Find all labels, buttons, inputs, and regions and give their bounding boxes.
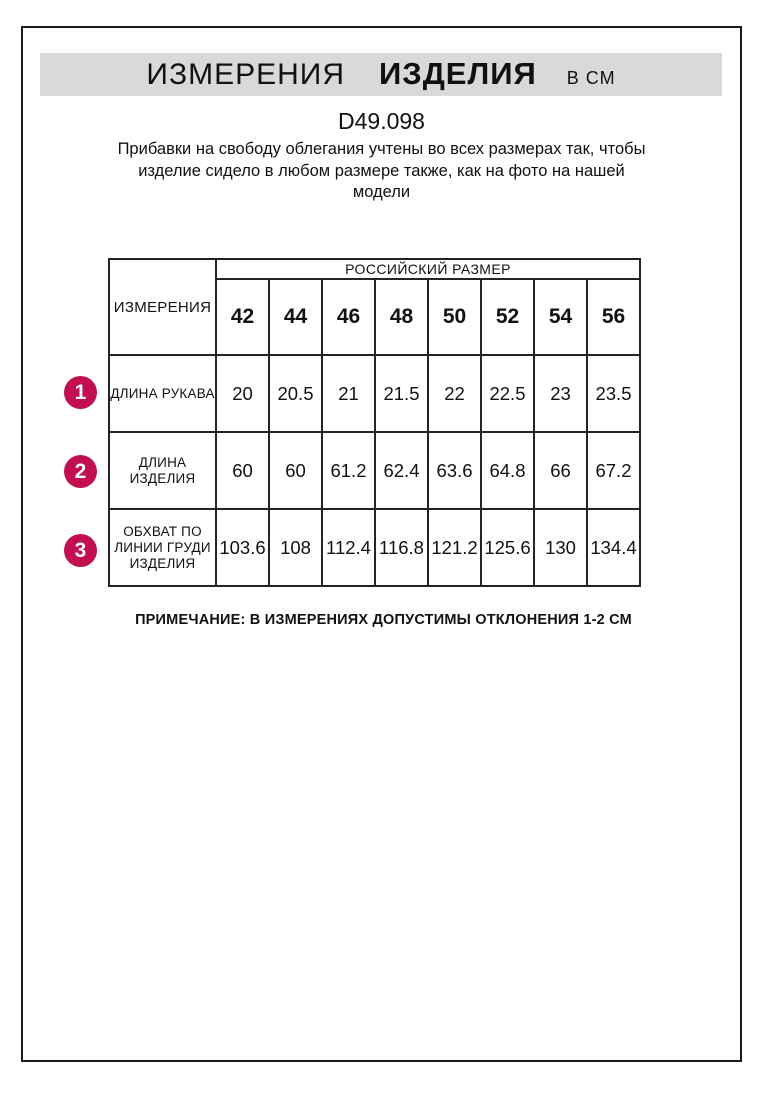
size-header: 44: [268, 278, 323, 356]
value-cell: 67.2: [586, 431, 641, 510]
value-cell: 134.4: [586, 508, 641, 587]
row-label-line: ИЗДЕЛИЯ: [129, 555, 196, 571]
size-table-head: ИЗМЕРЕНИЯ РОССИЙСКИЙ РАЗМЕР 42 44 46 48 50 52 54…: [108, 258, 641, 356]
value-cell: 21.5: [374, 354, 429, 433]
value-cell: 20.5: [268, 354, 323, 433]
row-label-line: ОБХВАТ ПО: [123, 523, 202, 539]
size-header: 56: [586, 278, 641, 356]
value-cell: 66: [533, 431, 588, 510]
value-cell: 62.4: [374, 431, 429, 510]
value-cell: 22.5: [480, 354, 535, 433]
header-title-bold: ИЗДЕЛИЯ: [379, 56, 537, 91]
description-line: модели: [352, 183, 411, 201]
value-cell: 20: [215, 354, 270, 433]
row-label: ДЛИНА РУКАВА: [108, 354, 217, 433]
value-cell: 112.4: [321, 508, 376, 587]
row-number-badge-1: 1: [64, 376, 97, 409]
value-cell: 108: [268, 508, 323, 587]
row-label-line: ИЗДЕЛИЯ: [129, 470, 196, 486]
value-cell: 61.2: [321, 431, 376, 510]
value-cell: 60: [215, 431, 270, 510]
table-row: ОБХВАТ ПО ЛИНИИ ГРУДИ ИЗДЕЛИЯ 103.6 108 112.4…: [108, 508, 641, 587]
value-cell: 125.6: [480, 508, 535, 587]
header-unit-label: В СМ: [566, 68, 616, 88]
row-number-badge-3: 3: [64, 534, 97, 567]
row-number: 2: [74, 459, 87, 483]
value-cell: 23.5: [586, 354, 641, 433]
model-code: D49.098: [338, 108, 425, 134]
value-cell: 63.6: [427, 431, 482, 510]
row-label: ОБХВАТ ПО ЛИНИИ ГРУДИ ИЗДЕЛИЯ: [108, 508, 217, 587]
value-cell: 60: [268, 431, 323, 510]
measurements-column-header: ИЗМЕРЕНИЯ: [108, 258, 217, 356]
header-title: ИЗМЕРЕНИЯ: [146, 58, 345, 91]
size-table: ИЗМЕРЕНИЯ РОССИЙСКИЙ РАЗМЕР 42 44 46 48 50 52 54…: [108, 258, 641, 587]
value-cell: 116.8: [374, 508, 429, 587]
size-header: 50: [427, 278, 482, 356]
size-header: 46: [321, 278, 376, 356]
value-cell: 22: [427, 354, 482, 433]
description-line: Прибавки на свободу облегания учтены во …: [117, 140, 646, 158]
row-label: ДЛИНА ИЗДЕЛИЯ: [108, 431, 217, 510]
value-cell: 23: [533, 354, 588, 433]
size-header: 52: [480, 278, 535, 356]
page-frame: ИЗМЕРЕНИЯ ИЗДЕЛИЯ В СМ D49.098 Прибавки …: [21, 26, 742, 1062]
value-cell: 64.8: [480, 431, 535, 510]
size-header: 42: [215, 278, 270, 356]
value-cell: 121.2: [427, 508, 482, 587]
row-label-line: ДЛИНА: [138, 454, 187, 470]
value-cell: 103.6: [215, 508, 270, 587]
value-cell: 21: [321, 354, 376, 433]
note: ПРИМЕЧАНИЕ: В ИЗМЕРЕНИЯХ ДОПУСТИМЫ ОТКЛО…: [135, 612, 632, 628]
row-number: 3: [74, 538, 87, 562]
size-header: 54: [533, 278, 588, 356]
description: Прибавки на свободу облегания учтены во …: [23, 139, 740, 204]
row-number: 1: [74, 380, 87, 404]
description-line: изделие сидело в любом размере также, ка…: [138, 161, 625, 180]
row-label-line: ДЛИНА РУКАВА: [110, 385, 215, 401]
size-table-body: ДЛИНА РУКАВА 20 20.5 21 21.5 22 22.5 23 23.5 ДЛИН…: [108, 354, 641, 587]
row-number-badge-2: 2: [64, 455, 97, 488]
size-header: 48: [374, 278, 429, 356]
row-label-line: ЛИНИИ ГРУДИ: [114, 539, 211, 555]
value-cell: 130: [533, 508, 588, 587]
header-bar: ИЗМЕРЕНИЯ ИЗДЕЛИЯ В СМ: [40, 53, 722, 96]
size-group-header: РОССИЙСКИЙ РАЗМЕР: [215, 258, 641, 280]
table-row: ДЛИНА ИЗДЕЛИЯ 60 60 61.2 62.4 63.6 64.8 66 67.2: [108, 431, 641, 510]
table-row: ДЛИНА РУКАВА 20 20.5 21 21.5 22 22.5 23 23.5: [108, 354, 641, 433]
